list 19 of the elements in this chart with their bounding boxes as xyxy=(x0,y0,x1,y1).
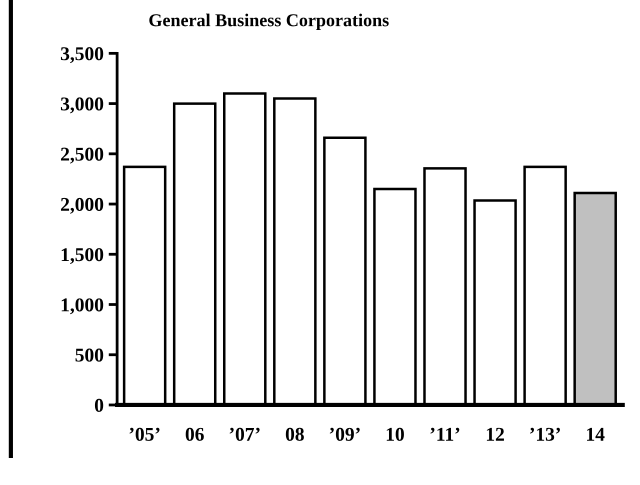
x-tick-label: 08 xyxy=(286,428,304,441)
x-tick-label: 12 xyxy=(486,428,504,441)
x-tick-label: 10 xyxy=(386,428,404,441)
y-tick-label: 1,000 xyxy=(62,298,104,314)
x-tick-label: 06 xyxy=(186,428,204,441)
y-tick-label: 0 xyxy=(94,398,104,412)
x-tick-label: 14 xyxy=(587,428,605,441)
y-tick-label: 500 xyxy=(76,348,104,362)
x-tick-label: ’11’ xyxy=(430,428,460,441)
y-tick-label: 2,000 xyxy=(60,198,104,214)
y-tick-label: 3,000 xyxy=(60,97,104,114)
x-tick-label: ’07’ xyxy=(230,428,260,441)
x-tick-label: ’13’ xyxy=(530,428,560,441)
chart-title: General Business Corporations xyxy=(149,14,389,30)
x-tick-label: ’05’ xyxy=(130,428,160,441)
y-tick-label: 3,500 xyxy=(60,47,104,64)
y-tick-label: 1,500 xyxy=(62,248,104,264)
y-tick-label: 2,500 xyxy=(60,148,104,164)
x-tick-label: ’09’ xyxy=(330,428,360,441)
